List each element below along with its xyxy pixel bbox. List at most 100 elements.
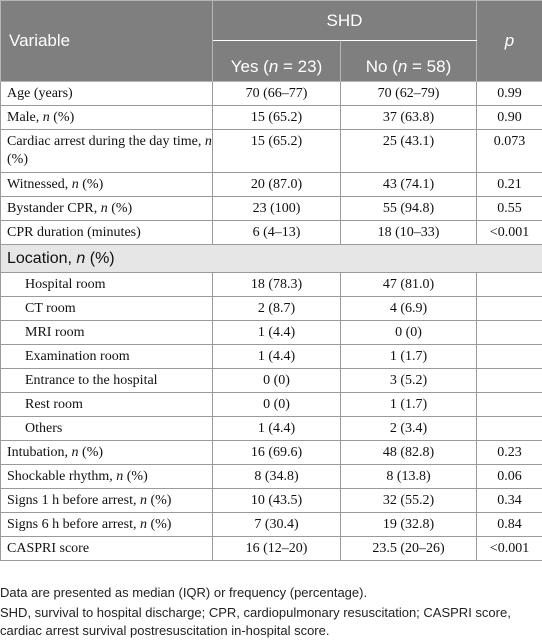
- row-label: CASPRI score: [0, 536, 213, 561]
- row-label: Witnessed, n (%): [0, 172, 213, 197]
- cell-yes: 15 (65.2): [212, 129, 341, 173]
- cell-yes: 8 (34.8): [212, 464, 341, 489]
- cell-yes: 15 (65.2): [212, 105, 341, 130]
- table-row: Male, n (%) 15 (65.2) 37 (63.8) 0.90: [0, 105, 542, 130]
- header-no: No (n = 58): [340, 40, 477, 82]
- cell-no: 3 (5.2): [340, 368, 477, 393]
- cell-yes: 23 (100): [212, 196, 341, 221]
- row-label: Entrance to the hospital: [0, 368, 213, 393]
- table-row: CASPRI score 16 (12–20) 23.5 (20–26) <0.…: [0, 536, 542, 561]
- cell-yes: 1 (4.4): [212, 320, 341, 345]
- cell-yes: 0 (0): [212, 392, 341, 417]
- cell-yes: 16 (12–20): [212, 536, 341, 561]
- cell-p: 0.21: [476, 172, 542, 197]
- cell-p: [476, 416, 542, 441]
- table-row: Intubation, n (%) 16 (69.6) 48 (82.8) 0.…: [0, 440, 542, 465]
- table-row: Hospital room 18 (78.3) 47 (81.0): [0, 272, 542, 297]
- table-footnotes: Data are presented as median (IQR) or fr…: [0, 584, 542, 642]
- cell-no: 19 (32.8): [340, 512, 477, 537]
- cell-yes: 0 (0): [212, 368, 341, 393]
- header-p: p: [476, 0, 542, 82]
- table-row: Entrance to the hospital 0 (0) 3 (5.2): [0, 368, 542, 393]
- cell-p: 0.23: [476, 440, 542, 465]
- row-label: Cardiac arrest during the day time, n (%…: [0, 129, 213, 173]
- row-label: Signs 1 h before arrest, n (%): [0, 488, 213, 513]
- cell-no: 23.5 (20–26): [340, 536, 477, 561]
- cell-no: 25 (43.1): [340, 129, 477, 173]
- cell-p: 0.90: [476, 105, 542, 130]
- header-yes: Yes (n = 23): [212, 40, 341, 82]
- cell-p: <0.001: [476, 536, 542, 561]
- table-row: Cardiac arrest during the day time, n (%…: [0, 129, 542, 173]
- cell-p: [476, 392, 542, 417]
- cell-yes: 7 (30.4): [212, 512, 341, 537]
- cell-p: [476, 296, 542, 321]
- row-label: Age (years): [0, 81, 213, 106]
- cell-p: 0.84: [476, 512, 542, 537]
- cell-no: 48 (82.8): [340, 440, 477, 465]
- cell-no: 55 (94.8): [340, 196, 477, 221]
- table-row: Examination room 1 (4.4) 1 (1.7): [0, 344, 542, 369]
- cell-no: 1 (1.7): [340, 392, 477, 417]
- cell-no: 43 (74.1): [340, 172, 477, 197]
- table-row: MRI room 1 (4.4) 0 (0): [0, 320, 542, 345]
- cell-yes: 1 (4.4): [212, 416, 341, 441]
- cell-yes: 10 (43.5): [212, 488, 341, 513]
- header-variable: Variable: [0, 0, 213, 82]
- cell-p: 0.073: [476, 129, 542, 173]
- cell-no: 1 (1.7): [340, 344, 477, 369]
- table-row: Shockable rhythm, n (%) 8 (34.8) 8 (13.8…: [0, 464, 542, 489]
- table-row: Others 1 (4.4) 2 (3.4): [0, 416, 542, 441]
- row-label: MRI room: [0, 320, 213, 345]
- cell-p: [476, 320, 542, 345]
- section-row-location: Location, n (%): [0, 244, 542, 273]
- cell-yes: 1 (4.4): [212, 344, 341, 369]
- cell-no: 8 (13.8): [340, 464, 477, 489]
- cell-p: [476, 368, 542, 393]
- cell-no: 37 (63.8): [340, 105, 477, 130]
- row-label: Bystander CPR, n (%): [0, 196, 213, 221]
- cell-no: 47 (81.0): [340, 272, 477, 297]
- table-row: CPR duration (minutes) 6 (4–13) 18 (10–3…: [0, 220, 542, 245]
- cell-no: 18 (10–33): [340, 220, 477, 245]
- cell-yes: 20 (87.0): [212, 172, 341, 197]
- cell-p: 0.99: [476, 81, 542, 106]
- cell-p: 0.34: [476, 488, 542, 513]
- cell-no: 0 (0): [340, 320, 477, 345]
- cell-no: 4 (6.9): [340, 296, 477, 321]
- header-shd: SHD: [212, 0, 477, 41]
- row-label: Rest room: [0, 392, 213, 417]
- row-label: CPR duration (minutes): [0, 220, 213, 245]
- row-label: Signs 6 h before arrest, n (%): [0, 512, 213, 537]
- row-label: Male, n (%): [0, 105, 213, 130]
- table-row: CT room 2 (8.7) 4 (6.9): [0, 296, 542, 321]
- footnote-data-presentation: Data are presented as median (IQR) or fr…: [0, 585, 368, 600]
- row-label: CT room: [0, 296, 213, 321]
- cell-no: 32 (55.2): [340, 488, 477, 513]
- cell-p: 0.55: [476, 196, 542, 221]
- table-row: Witnessed, n (%) 20 (87.0) 43 (74.1) 0.2…: [0, 172, 542, 197]
- row-label: Examination room: [0, 344, 213, 369]
- cell-p: <0.001: [476, 220, 542, 245]
- table-row: Signs 6 h before arrest, n (%) 7 (30.4) …: [0, 512, 542, 537]
- table-row: Age (years) 70 (66–77) 70 (62–79) 0.99: [0, 81, 542, 106]
- cell-no: 70 (62–79): [340, 81, 477, 106]
- row-label: Intubation, n (%): [0, 440, 213, 465]
- results-table: Variable SHD p Yes (n = 23) No (n = 58) …: [0, 0, 542, 561]
- cell-p: 0.06: [476, 464, 542, 489]
- row-label: Others: [0, 416, 213, 441]
- table-row: Signs 1 h before arrest, n (%) 10 (43.5)…: [0, 488, 542, 513]
- cell-p: [476, 344, 542, 369]
- cell-no: 2 (3.4): [340, 416, 477, 441]
- row-label: Shockable rhythm, n (%): [0, 464, 213, 489]
- table-row: Bystander CPR, n (%) 23 (100) 55 (94.8) …: [0, 196, 542, 221]
- footnote-abbreviations: SHD, survival to hospital discharge; CPR…: [0, 605, 511, 638]
- cell-yes: 70 (66–77): [212, 81, 341, 106]
- cell-yes: 18 (78.3): [212, 272, 341, 297]
- cell-p: [476, 272, 542, 297]
- cell-yes: 6 (4–13): [212, 220, 341, 245]
- row-label: Hospital room: [0, 272, 213, 297]
- section-label: Location, n (%): [0, 244, 542, 273]
- cell-yes: 2 (8.7): [212, 296, 341, 321]
- table-row: Rest room 0 (0) 1 (1.7): [0, 392, 542, 417]
